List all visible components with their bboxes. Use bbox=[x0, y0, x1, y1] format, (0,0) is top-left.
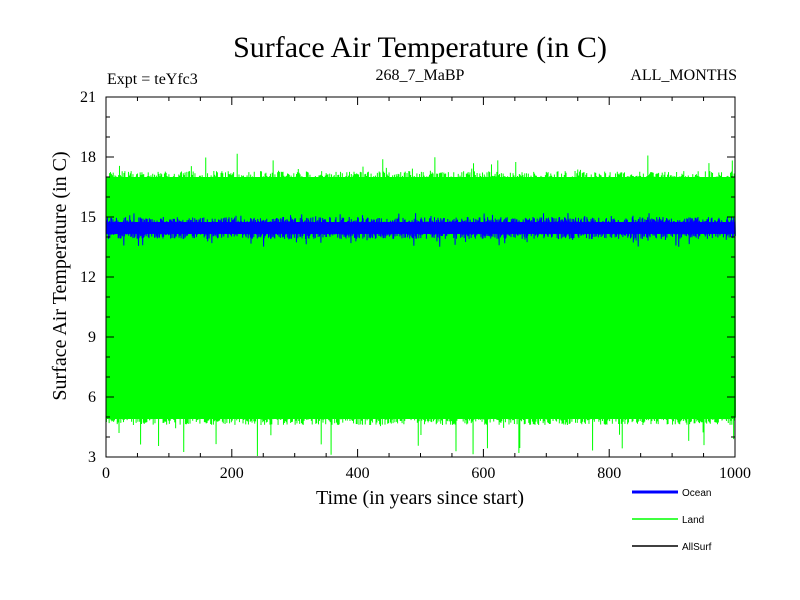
y-tick-label: 15 bbox=[80, 209, 96, 226]
x-axis-label: Time (in years since start) bbox=[316, 487, 524, 509]
y-tick-label: 18 bbox=[80, 149, 96, 166]
plot-area: 0 200 400 600 800 1000 3 6 9 12 15 18 21 bbox=[80, 89, 751, 482]
y-axis-label: Surface Air Temperature (in C) bbox=[49, 151, 71, 400]
x-tick-label: 600 bbox=[471, 465, 495, 482]
legend: Ocean Land AllSurf bbox=[632, 488, 712, 553]
chart-title: Surface Air Temperature (in C) bbox=[233, 31, 607, 64]
x-tick-label: 400 bbox=[346, 465, 370, 482]
legend-label-land: Land bbox=[682, 515, 704, 526]
age-label: 268_7_MaBP bbox=[376, 67, 465, 84]
series-ocean-line bbox=[105, 213, 736, 247]
y-tick-label: 21 bbox=[80, 89, 96, 106]
x-tick-label: 0 bbox=[102, 465, 110, 482]
legend-label-ocean: Ocean bbox=[682, 488, 711, 499]
y-tick-label: 12 bbox=[80, 269, 96, 286]
y-tick-label: 3 bbox=[88, 449, 96, 466]
series-land-line bbox=[105, 153, 736, 457]
x-tick-label: 1000 bbox=[719, 465, 751, 482]
y-tick-label: 6 bbox=[88, 389, 96, 406]
x-tick-label: 800 bbox=[597, 465, 621, 482]
x-tick-label: 200 bbox=[220, 465, 244, 482]
y-tick-label: 9 bbox=[88, 329, 96, 346]
months-label: ALL_MONTHS bbox=[630, 67, 737, 84]
experiment-label: Expt = teYfc3 bbox=[107, 71, 198, 88]
legend-label-allsurf: AllSurf bbox=[682, 542, 712, 553]
